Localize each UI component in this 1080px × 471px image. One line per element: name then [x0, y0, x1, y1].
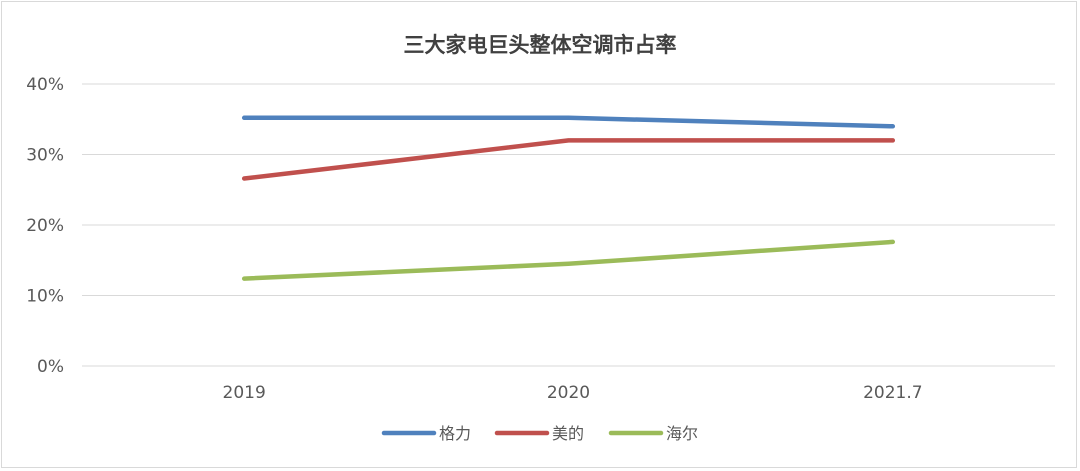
- legend: 格力 美的 海尔: [381, 424, 698, 443]
- series-line-1: [241, 138, 896, 181]
- series-line-0: [241, 115, 896, 129]
- legend-item: 美的: [494, 424, 584, 443]
- y-tick-label: 0%: [37, 357, 64, 377]
- legend-label: 美的: [552, 424, 584, 443]
- series-lines: [241, 115, 896, 281]
- y-tick-label: 20%: [26, 216, 64, 236]
- series-line-2: [241, 239, 896, 281]
- x-axis-ticks: 2019 2020 2021.7: [223, 383, 923, 403]
- chart-title: 三大家电巨头整体空调市占率: [404, 33, 677, 57]
- legend-item: 海尔: [608, 424, 698, 443]
- legend-item: 格力: [381, 424, 471, 443]
- x-tick-label: 2019: [223, 383, 266, 403]
- x-tick-label: 2020: [547, 383, 590, 403]
- gridlines: [82, 83, 1055, 367]
- legend-label: 格力: [439, 424, 471, 443]
- y-tick-label: 30%: [26, 146, 64, 166]
- y-axis-ticks: 0% 10% 20% 30% 40%: [26, 75, 64, 377]
- y-tick-label: 40%: [26, 75, 64, 95]
- legend-label: 海尔: [666, 424, 698, 443]
- y-tick-label: 10%: [26, 287, 64, 307]
- x-tick-label: 2021.7: [863, 383, 922, 403]
